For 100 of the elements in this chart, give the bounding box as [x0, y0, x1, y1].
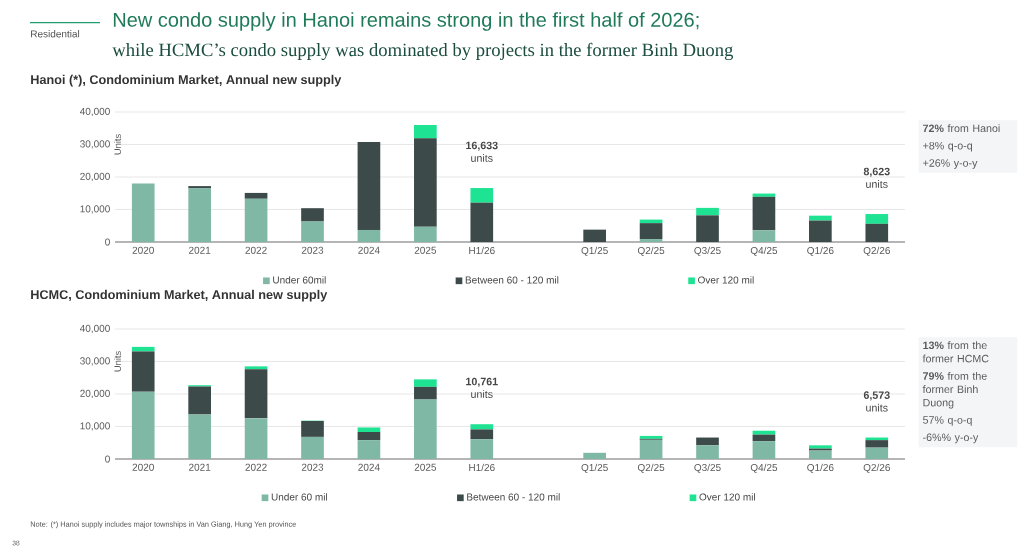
bar	[188, 188, 211, 242]
bar	[301, 221, 324, 242]
bar	[696, 445, 719, 459]
bar	[414, 125, 437, 139]
x-tick-label: 2024	[358, 463, 380, 471]
bar	[470, 424, 494, 430]
bar	[809, 220, 832, 242]
x-tick-label: Q1/25	[581, 246, 608, 256]
y-tick-label: 20,000	[80, 389, 110, 399]
x-tick-label: 2020	[132, 463, 154, 471]
text: Residential	[31, 30, 80, 38]
y-tick-label: 20,000	[80, 172, 110, 182]
bar	[696, 207, 719, 216]
bar	[752, 230, 776, 242]
bar	[244, 198, 268, 242]
bar	[131, 183, 155, 242]
y-tick-label: 30,000	[80, 140, 110, 149]
bar	[865, 447, 889, 459]
bar	[639, 223, 663, 240]
x-tick-label: Q2/25	[637, 463, 665, 473]
bar	[639, 439, 663, 459]
text: 57% q-o-q	[923, 416, 972, 426]
x-tick-label: 2020	[132, 246, 154, 254]
bar	[583, 452, 606, 459]
bar	[696, 215, 719, 242]
bar	[865, 214, 889, 224]
bar	[809, 215, 832, 221]
bar	[865, 440, 889, 448]
text: +26% y-o-y	[923, 159, 978, 169]
text: +8% q-o-q	[923, 141, 973, 152]
bar	[301, 436, 324, 459]
bar	[809, 450, 832, 459]
x-tick-label: H1/26	[469, 463, 495, 472]
bar	[414, 386, 437, 400]
y-tick-label: 10,000	[80, 422, 110, 431]
bar	[357, 229, 381, 242]
bar	[583, 229, 606, 242]
x-tick-label: 2025	[414, 246, 437, 254]
bar	[357, 427, 381, 433]
y-tick-label: 30,000	[80, 357, 110, 366]
bar	[188, 414, 211, 459]
text: while HCMC’s condo supply was dominated by projects in the former Binh Duong	[112, 42, 734, 61]
chart-title: Hanoi (*), Condominium Market, Annual new supply	[31, 74, 342, 87]
bar	[414, 379, 437, 387]
x-tick-label: 2022	[245, 246, 267, 254]
bar	[865, 223, 889, 242]
x-tick-label: 2023	[301, 246, 324, 254]
bar	[244, 369, 268, 419]
x-tick-label: 2021	[189, 463, 211, 471]
bar	[470, 188, 494, 203]
x-tick-label: 2023	[301, 463, 324, 471]
x-tick-label: Q3/25	[694, 246, 721, 256]
y-tick-label: 40,000	[79, 324, 110, 334]
y-axis-title: Units	[114, 351, 121, 372]
x-tick-label: Q2/26	[863, 463, 890, 473]
bar	[752, 196, 776, 231]
y-tick-label: 10,000	[80, 205, 110, 214]
y-tick-label: 0	[105, 238, 110, 246]
y-axis-title: Units	[114, 134, 121, 155]
bar	[357, 141, 381, 230]
bar	[301, 208, 324, 222]
bar	[244, 418, 268, 459]
x-tick-label: Q3/25	[694, 463, 721, 473]
y-tick-label: 40,000	[79, 107, 110, 117]
x-tick-label: Q1/26	[807, 463, 834, 473]
bar	[752, 430, 776, 435]
legend-label: Between 60 - 120 mil	[465, 276, 559, 284]
annotation: 6,573 units	[863, 391, 890, 412]
x-tick-label: Q2/26	[863, 246, 890, 256]
bar	[244, 366, 268, 370]
y-tick-label: 0	[105, 455, 110, 463]
bar	[244, 192, 268, 199]
legend-label: Over 120 mil	[699, 493, 755, 501]
bar	[414, 138, 437, 227]
text: 13% from the former HCMC	[922, 341, 989, 363]
x-tick-label: Q4/25	[750, 463, 778, 473]
x-tick-label: Q2/25	[637, 246, 665, 256]
bar	[470, 202, 494, 242]
x-tick-label: 2022	[245, 463, 267, 471]
annotation: 8,623 units	[863, 167, 890, 188]
text: New condo supply in Hanoi remains strong in the first half of 2026;	[113, 12, 699, 31]
annotation: 16,633 units	[466, 141, 498, 162]
bar	[357, 432, 381, 441]
bar	[357, 440, 381, 459]
x-tick-label: Q1/25	[581, 463, 608, 473]
text: 72% from Hanoi	[923, 124, 1000, 133]
bar	[752, 441, 776, 459]
x-tick-label: Q4/25	[750, 246, 778, 256]
bar	[414, 399, 437, 459]
bar	[696, 437, 719, 446]
bar	[752, 434, 776, 442]
bar	[470, 439, 494, 459]
legend-label: Between 60 - 120 mil	[467, 493, 560, 501]
x-tick-label: H1/26	[469, 246, 495, 255]
x-tick-label: 2024	[358, 246, 380, 254]
x-tick-label: 2025	[414, 463, 437, 471]
legend-label: Under 60mil	[273, 276, 326, 284]
bar	[470, 429, 494, 440]
annotation: 10,761 units	[466, 377, 498, 398]
bar	[414, 226, 437, 242]
